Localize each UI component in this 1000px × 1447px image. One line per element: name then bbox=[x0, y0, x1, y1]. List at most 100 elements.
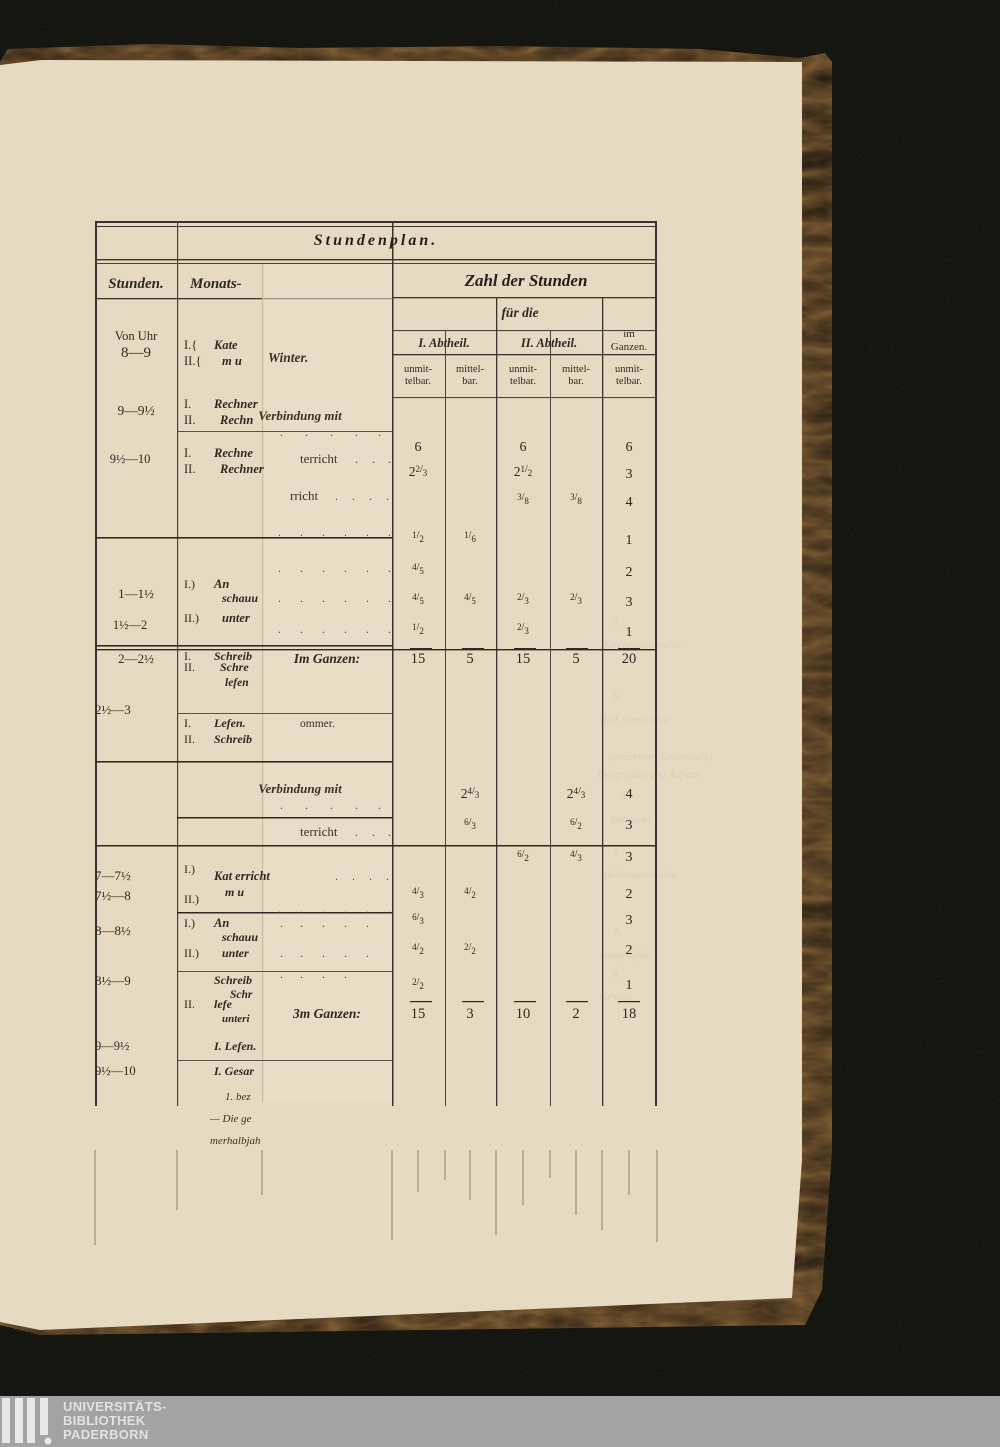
svg-text:1: 1 bbox=[626, 978, 633, 993]
svg-text:unmit-: unmit- bbox=[404, 364, 433, 375]
svg-text:2½—3: 2½—3 bbox=[95, 702, 131, 717]
svg-text:m u: m u bbox=[222, 354, 242, 368]
svg-text:2: 2 bbox=[626, 565, 633, 580]
svg-text:4: 4 bbox=[626, 495, 633, 510]
svg-text:II.): II.) bbox=[184, 946, 199, 960]
svg-text:ommer.: ommer. bbox=[300, 718, 335, 730]
svg-text:II.): II.) bbox=[184, 611, 199, 625]
svg-text:Zahl der Stunden: Zahl der Stunden bbox=[464, 271, 588, 290]
svg-text:II.: II. bbox=[184, 413, 195, 427]
svg-text:.: . bbox=[322, 902, 325, 916]
svg-text:.: . bbox=[344, 967, 347, 981]
svg-text:Kat erricht: Kat erricht bbox=[213, 869, 270, 883]
svg-text:Erdkunde: Erdkunde bbox=[609, 815, 651, 826]
svg-text:.: . bbox=[386, 489, 389, 503]
svg-text:I. Gesar: I. Gesar bbox=[213, 1064, 254, 1078]
svg-text:.: . bbox=[355, 825, 358, 839]
svg-text:mittel-: mittel- bbox=[562, 364, 590, 375]
svg-text:Schreib: Schreib bbox=[214, 732, 252, 746]
svg-text:.: . bbox=[280, 798, 283, 812]
svg-text:terricht: terricht bbox=[300, 824, 338, 839]
svg-text:I. Abtheil.: I. Abtheil. bbox=[417, 336, 469, 350]
svg-text:.: . bbox=[378, 798, 381, 812]
svg-text:telbar.: telbar. bbox=[405, 376, 431, 387]
svg-text:.: . bbox=[300, 525, 303, 539]
svg-text:schauu: schauu bbox=[221, 930, 258, 944]
svg-text:BIBLIOTHEK: BIBLIOTHEK bbox=[63, 1413, 146, 1428]
svg-text:6: 6 bbox=[415, 440, 422, 455]
svg-text:Ganzen.: Ganzen. bbox=[611, 341, 648, 353]
svg-text:8½—9: 8½—9 bbox=[95, 973, 131, 988]
svg-text:.: . bbox=[366, 902, 369, 916]
svg-text:.: . bbox=[388, 591, 391, 605]
svg-text:9—9½: 9—9½ bbox=[95, 1039, 129, 1053]
svg-text:.: . bbox=[388, 452, 391, 466]
svg-text:.: . bbox=[335, 869, 338, 883]
svg-text:.: . bbox=[386, 869, 389, 883]
svg-text:7.: 7. bbox=[620, 792, 628, 803]
svg-text:2: 2 bbox=[626, 887, 633, 902]
svg-text:Rechner: Rechner bbox=[219, 462, 264, 476]
svg-text:Verbindung mit: Verbindung mit bbox=[258, 781, 342, 796]
svg-text:.: . bbox=[378, 425, 381, 439]
svg-text:Rechner: Rechner bbox=[213, 397, 258, 411]
svg-text:5.: 5. bbox=[613, 617, 621, 628]
svg-text:II.: II. bbox=[184, 462, 195, 476]
svg-text:3: 3 bbox=[626, 850, 633, 865]
svg-text:.: . bbox=[344, 591, 347, 605]
svg-text:.: . bbox=[322, 525, 325, 539]
svg-text:.: . bbox=[355, 798, 358, 812]
svg-text:.: . bbox=[344, 622, 347, 636]
svg-text:Sprachlehr (Grammatik): Sprachlehr (Grammatik) bbox=[608, 752, 713, 763]
svg-text:.: . bbox=[344, 902, 347, 916]
svg-text:Stundenplan.: Stundenplan. bbox=[314, 232, 438, 249]
svg-text:1: 1 bbox=[626, 533, 633, 548]
svg-text:.: . bbox=[369, 869, 372, 883]
svg-text:bar.: bar. bbox=[462, 376, 477, 387]
svg-text:An: An bbox=[213, 916, 229, 930]
svg-text:.: . bbox=[300, 561, 303, 575]
svg-text:.: . bbox=[322, 591, 325, 605]
svg-text:.: . bbox=[278, 525, 281, 539]
svg-text:.: . bbox=[344, 525, 347, 539]
svg-text:10: 10 bbox=[516, 1006, 531, 1022]
svg-text:terricht: terricht bbox=[300, 451, 338, 466]
svg-text:II.: II. bbox=[184, 997, 195, 1011]
svg-text:.: . bbox=[352, 489, 355, 503]
svg-text:.: . bbox=[344, 916, 347, 930]
svg-text:.: . bbox=[366, 916, 369, 930]
svg-text:Gesang: Gesang bbox=[600, 992, 632, 1003]
svg-text:.: . bbox=[372, 825, 375, 839]
svg-text:.: . bbox=[369, 489, 372, 503]
svg-text:Von Uhr: Von Uhr bbox=[115, 329, 158, 343]
svg-text:.: . bbox=[322, 967, 325, 981]
svg-text:Schre: Schre bbox=[220, 660, 249, 674]
svg-text:.: . bbox=[322, 946, 325, 960]
svg-text:.: . bbox=[388, 525, 391, 539]
svg-text:unmit-: unmit- bbox=[615, 364, 644, 375]
svg-text:.: . bbox=[366, 622, 369, 636]
svg-text:1½—2: 1½—2 bbox=[113, 618, 147, 632]
svg-text:.: . bbox=[300, 591, 303, 605]
svg-text:6: 6 bbox=[520, 440, 527, 455]
svg-text:.: . bbox=[335, 489, 338, 503]
svg-text:8.: 8. bbox=[613, 847, 621, 858]
svg-text:unter: unter bbox=[222, 611, 250, 625]
svg-text:lefen: lefen bbox=[225, 677, 249, 689]
svg-text:II. Abtheil.: II. Abtheil. bbox=[520, 336, 577, 350]
svg-text:.: . bbox=[388, 561, 391, 575]
svg-text:Stunden.: Stunden. bbox=[108, 276, 163, 292]
svg-text:8.: 8. bbox=[613, 970, 621, 981]
svg-text:I.): I.) bbox=[184, 862, 195, 876]
svg-text:m u: m u bbox=[225, 885, 244, 899]
svg-text:.: . bbox=[280, 916, 283, 930]
svg-text:3: 3 bbox=[466, 1006, 473, 1022]
svg-text:Verbindung mit: Verbindung mit bbox=[258, 408, 342, 423]
svg-text:2: 2 bbox=[572, 1006, 579, 1022]
svg-text:unteri: unteri bbox=[222, 1013, 250, 1025]
svg-text:mittel-: mittel- bbox=[456, 364, 484, 375]
svg-text:9—9½: 9—9½ bbox=[117, 403, 154, 418]
svg-text:I.: I. bbox=[184, 397, 191, 411]
svg-text:Kirchengeschichte: Kirchengeschichte bbox=[603, 640, 682, 651]
svg-text:3: 3 bbox=[626, 595, 633, 610]
